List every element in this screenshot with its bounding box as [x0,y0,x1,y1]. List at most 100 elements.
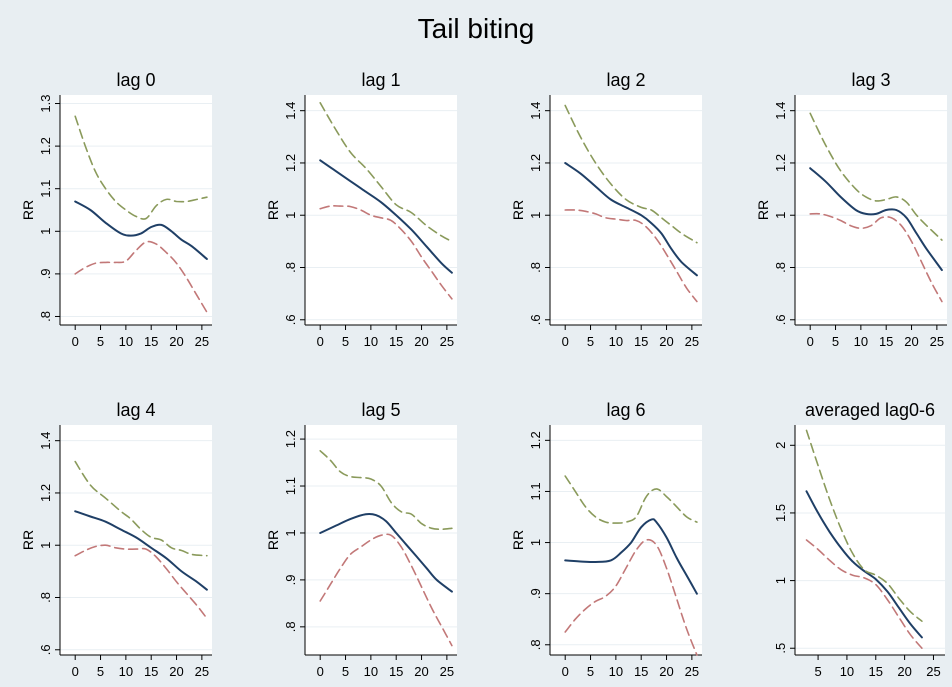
lower-ci-line [564,538,698,656]
y-axis-label: RR [755,200,771,220]
upper-ci-line [809,112,943,241]
estimate-line [74,200,208,260]
x-tick-label: 5 [342,334,349,349]
y-tick-label: 1.1 [528,482,543,500]
y-tick-label: 1.5 [773,504,788,522]
lower-ci-line [809,212,943,303]
panel-title: lag 6 [606,400,645,420]
panel-title: lag 5 [361,400,400,420]
x-tick-label: 15 [879,334,893,349]
x-tick-label: 5 [97,664,104,679]
x-tick-label: 5 [97,334,104,349]
y-tick-label: .9 [283,574,298,585]
x-tick-label: 25 [926,664,940,679]
panel-title: lag 4 [116,400,155,420]
y-tick-label: 1.2 [38,484,53,502]
estimate-line [319,159,453,274]
x-tick-label: 25 [685,664,699,679]
y-tick-label: 1 [283,529,298,536]
y-tick-label: .5 [773,643,788,654]
x-tick-label: 20 [169,334,183,349]
y-tick-label: 1 [38,228,53,235]
plot-area [550,95,702,325]
x-tick-label: 0 [807,334,814,349]
y-tick-label: 1.3 [38,94,53,112]
y-tick-label: 1.1 [38,180,53,198]
x-tick-label: 5 [832,334,839,349]
estimate-line [564,518,698,595]
chart-title: Tail biting [418,13,535,44]
x-tick-label: 15 [634,664,648,679]
lower-ci-line [74,240,208,313]
y-axis-label: RR [265,200,281,220]
panel-3: .6 .8 1 1.2 1.4 0 5 10 15 20 25 lag 3 RR [755,70,947,349]
x-tick-label: 25 [440,334,454,349]
y-tick-label: 1 [528,212,543,219]
y-tick-label: 1.2 [528,154,543,172]
y-tick-label: .6 [528,314,543,325]
y-tick-label: 1 [283,212,298,219]
plot-area [305,425,457,655]
upper-ci-line [319,102,453,243]
x-tick-label: 0 [317,334,324,349]
x-tick-label: 20 [414,334,428,349]
x-tick-label: 5 [342,664,349,679]
x-tick-label: 10 [364,334,378,349]
y-tick-label: .6 [283,314,298,325]
x-tick-label: 10 [840,664,854,679]
x-tick-label: 25 [440,664,454,679]
plot-area [550,425,702,655]
y-tick-label: 1.4 [38,432,53,450]
estimate-line [809,167,943,272]
x-tick-label: 15 [869,664,883,679]
x-tick-label: 0 [72,334,79,349]
x-tick-label: 5 [814,664,821,679]
lower-ci-line [319,533,453,647]
estimate-line [564,162,698,277]
y-tick-label: .8 [38,592,53,603]
y-tick-label: 1 [38,542,53,549]
y-tick-label: .9 [38,268,53,279]
x-tick-label: 10 [609,664,623,679]
x-tick-label: 15 [389,334,403,349]
panel-4: .6 .8 1 1.2 1.4 0 5 10 15 20 25 lag 4 RR [20,400,212,679]
x-tick-label: 15 [634,334,648,349]
x-tick-label: 10 [119,664,133,679]
panel-title: lag 1 [361,70,400,90]
y-tick-label: 1.2 [38,137,53,155]
x-tick-label: 10 [609,334,623,349]
x-tick-label: 10 [364,664,378,679]
y-axis-label: RR [265,530,281,550]
y-tick-label: .9 [528,588,543,599]
x-tick-label: 25 [930,334,944,349]
y-tick-label: 1.4 [528,102,543,120]
y-tick-label: 1.2 [773,154,788,172]
x-tick-label: 20 [659,334,673,349]
y-tick-label: .6 [773,314,788,325]
lower-ci-line [319,205,453,300]
panel-2: .6 .8 1 1.2 1.4 0 5 10 15 20 25 lag 2 RR [510,70,702,349]
plot-area [795,425,945,655]
x-tick-label: 25 [195,334,209,349]
upper-ci-line [564,475,698,524]
estimate-line [74,510,208,591]
x-tick-label: 20 [414,664,428,679]
lower-ci-line [805,539,923,649]
panel-title: lag 0 [116,70,155,90]
x-tick-label: 15 [144,334,158,349]
x-tick-label: 15 [144,664,158,679]
y-tick-label: 1.2 [283,430,298,448]
y-tick-label: 2 [773,442,788,449]
x-tick-label: 20 [904,334,918,349]
y-tick-label: 1.4 [773,102,788,120]
x-tick-label: 25 [195,664,209,679]
y-tick-label: .8 [38,311,53,322]
x-tick-label: 20 [897,664,911,679]
panel-0: .8 .9 1 1.1 1.2 1.3 0 5 10 15 20 25 lag 0 RR [20,70,212,349]
upper-ci-line [564,104,698,244]
upper-ci-line [74,460,208,557]
x-tick-label: 10 [119,334,133,349]
x-tick-label: 25 [685,334,699,349]
x-tick-label: 0 [317,664,324,679]
